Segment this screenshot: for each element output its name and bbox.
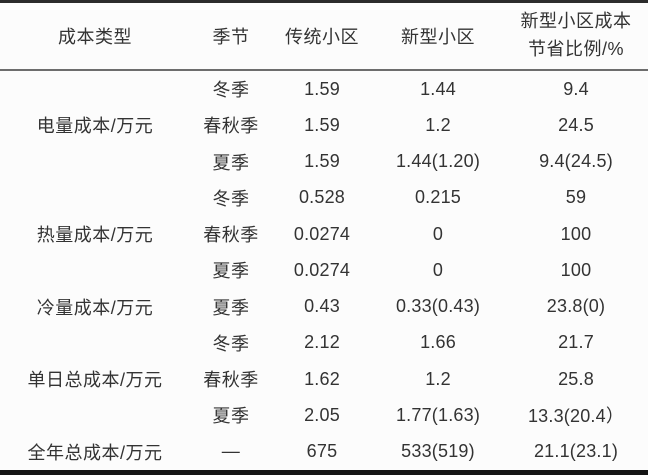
traditional-value: 0.43: [304, 296, 340, 317]
table-header: 成本类型 季节 传统小区 新型小区 新型小区成本 节省比例/%: [0, 2, 648, 71]
header-cost-type: 成本类型: [58, 27, 132, 47]
season-cell: 春秋季: [203, 370, 259, 391]
season-cell: 冬季: [212, 80, 250, 101]
traditional-value: 1.62: [304, 368, 340, 389]
cost-type-annual-total: 全年总成本/万元: [27, 442, 163, 463]
new-type-value: 0.215: [414, 187, 462, 208]
cost-type-cooling: 冷量成本/万元: [36, 297, 154, 318]
saving-value: 100: [560, 259, 592, 280]
new-type-value: 1.2: [425, 368, 451, 389]
season-cell: 春秋季: [203, 225, 259, 246]
table-row: 电量成本/万元 冬季 1.59 1.44 9.4: [0, 70, 648, 137]
season-cell: 春秋季: [203, 116, 259, 137]
header-traditional: 传统小区: [285, 27, 359, 47]
header-row: 成本类型 季节 传统小区 新型小区 新型小区成本 节省比例/%: [0, 2, 648, 71]
traditional-value: 1.59: [304, 78, 340, 99]
saving-value: 23.8(0): [546, 296, 606, 317]
table-body: 电量成本/万元 冬季 1.59 1.44 9.4 春秋季 1.59 1.2 24…: [0, 70, 648, 473]
header-new-type: 新型小区: [401, 27, 475, 47]
header-season: 季节: [212, 27, 250, 47]
season-cell: 夏季: [212, 152, 250, 173]
header-saving-ratio: 新型小区成本 节省比例/%: [504, 2, 648, 71]
cost-type-electricity: 电量成本/万元: [36, 116, 154, 137]
new-type-value: 1.44: [420, 78, 456, 99]
saving-value: 59: [565, 187, 587, 208]
traditional-value: 0.0274: [293, 223, 351, 244]
table-row: 夏季 0.0274 0 100: [0, 252, 648, 288]
new-type-value: 1.44(1.20): [395, 151, 481, 172]
table-row: 夏季 1.59 1.44(1.20) 9.4(24.5): [0, 144, 648, 180]
table-row: 单日总成本/万元 冬季 2.12 1.66 21.7: [0, 325, 648, 390]
table-row: 全年总成本/万元 — 675 533(519) 21.1(23.1): [0, 434, 648, 473]
table-row: 春秋季 1.59 1.2 24.5: [0, 107, 648, 143]
traditional-value: 675: [306, 441, 338, 462]
new-type-value: 0: [432, 223, 444, 244]
header-saving-line2: 节省比例/%: [527, 39, 624, 59]
traditional-value: 0.528: [298, 187, 346, 208]
table-row: 冷量成本/万元 夏季 0.43 0.33(0.43) 23.8(0): [0, 289, 648, 325]
saving-value: 9.4: [563, 78, 589, 99]
traditional-value: 1.59: [304, 114, 340, 135]
cost-type-heat: 热量成本/万元: [36, 225, 154, 246]
new-type-value: 0.33(0.43): [395, 296, 481, 317]
table-row: 夏季 2.05 1.77(1.63) 13.3(20.4）: [0, 397, 648, 433]
table-row: 春秋季 0.0274 0 100: [0, 216, 648, 252]
saving-value: 21.1(23.1): [533, 441, 619, 462]
cost-type-daily-total: 单日总成本/万元: [27, 370, 163, 391]
saving-value: 25.8: [558, 368, 594, 389]
season-cell: 夏季: [212, 406, 250, 427]
saving-value: 9.4(24.5): [539, 151, 613, 172]
traditional-value: 2.12: [304, 332, 340, 353]
new-type-value: 1.77(1.63): [395, 404, 481, 425]
header-saving-line1: 新型小区成本: [520, 11, 632, 32]
saving-value: 100: [560, 223, 592, 244]
season-cell: —: [221, 441, 241, 462]
table-row: 热量成本/万元 冬季 0.528 0.215 59: [0, 180, 648, 245]
traditional-value: 0.0274: [293, 259, 351, 280]
saving-value: 24.5: [558, 114, 594, 135]
season-cell: 冬季: [212, 188, 250, 209]
new-type-value: 1.66: [420, 332, 456, 353]
new-type-value: 0: [432, 259, 444, 280]
traditional-value: 1.59: [304, 151, 340, 172]
season-cell: 夏季: [212, 297, 250, 318]
season-cell: 夏季: [212, 261, 250, 282]
season-cell: 冬季: [212, 333, 250, 354]
table-row: 春秋季 1.62 1.2 25.8: [0, 361, 648, 397]
saving-value: 13.3(20.4）: [527, 406, 625, 427]
saving-value: 21.7: [558, 332, 594, 353]
new-type-value: 1.2: [425, 114, 451, 135]
new-type-value: 533(519): [401, 441, 475, 462]
traditional-value: 2.05: [304, 404, 340, 425]
